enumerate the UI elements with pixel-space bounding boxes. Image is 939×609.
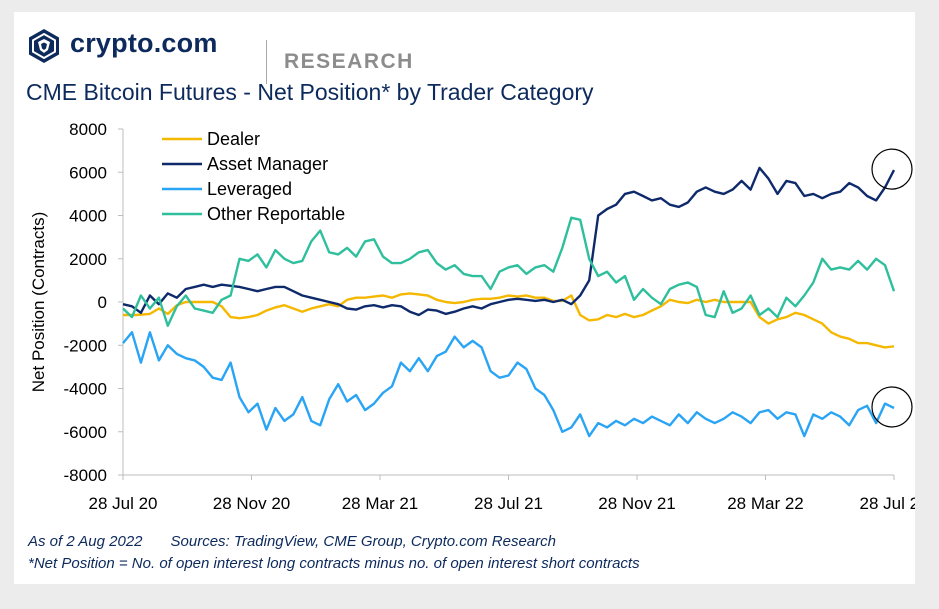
other-reportable-legend-label: Other Reportable — [207, 204, 345, 224]
other-reportable-series-line — [122, 216, 896, 327]
asset-manager-highlight-circle — [871, 148, 913, 190]
crypto-com-lion-shield-icon — [29, 29, 59, 63]
y-tick-label: 2000 — [69, 250, 107, 269]
y-tick-label: 8000 — [69, 120, 107, 139]
sources-note: Sources: TradingView, CME Group, Crypto.… — [170, 533, 556, 550]
chart-title: CME Bitcoin Futures - Net Position* by T… — [26, 79, 594, 105]
dealer-legend-label: Dealer — [207, 129, 260, 149]
y-tick-label: 6000 — [69, 163, 107, 182]
chart-card: crypto.com RESEARCH CME Bitcoin Futures … — [14, 12, 915, 584]
brand-section-label: RESEARCH — [284, 50, 414, 73]
as-of-date: As of 2 Aug 2022 — [28, 533, 143, 550]
x-tick-label: 28 Mar 21 — [342, 494, 419, 513]
y-tick-label: -4000 — [64, 380, 107, 399]
leveraged-legend-label: Leveraged — [207, 179, 292, 199]
line-chart: 8000 6000 4000 2000 0 -2000 -4000 -6000 -8000 28 … — [29, 120, 916, 513]
leveraged-series-line — [122, 331, 895, 438]
brand-name: crypto.com — [70, 28, 218, 58]
asset-manager-legend-label: Asset Manager — [207, 154, 328, 174]
x-tick-label: 28 Jul 22 — [860, 494, 916, 513]
y-tick-label: -6000 — [64, 423, 107, 442]
asset-manager-series-line — [122, 166, 896, 317]
y-axis-label: Net Position (Contracts) — [29, 212, 48, 392]
dealer-series-line — [123, 292, 895, 349]
brand-divider — [266, 40, 267, 84]
y-tick-label: 0 — [98, 293, 107, 312]
y-tick-label: -2000 — [64, 336, 107, 355]
net-position-footnote: *Net Position = No. of open interest lon… — [28, 555, 640, 572]
x-tick-label: 28 Mar 22 — [727, 494, 804, 513]
x-tick-label: 28 Jul 21 — [474, 494, 543, 513]
x-tick-label: 28 Nov 20 — [213, 494, 291, 513]
leveraged-highlight-circle — [871, 386, 913, 428]
x-tick-label: 28 Jul 20 — [89, 494, 158, 513]
footer-notes: As of 2 Aug 2022 Sources: TradingView, CM… — [28, 533, 556, 550]
x-tick-label: 28 Nov 21 — [598, 494, 676, 513]
y-tick-label: 4000 — [69, 207, 107, 226]
y-tick-label: -8000 — [64, 466, 107, 485]
